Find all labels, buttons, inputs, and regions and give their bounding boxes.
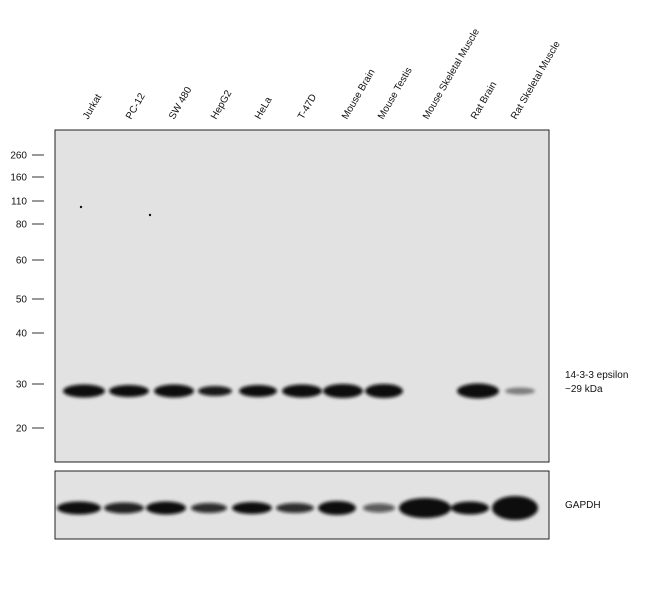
control-band: [232, 502, 272, 514]
marker-label: 30: [16, 380, 28, 391]
band: [239, 385, 277, 397]
band: [154, 384, 194, 398]
marker-label: 260: [10, 151, 27, 162]
band: [323, 384, 363, 398]
speck: [148, 213, 152, 217]
lane-label: HepG2: [209, 88, 235, 121]
target-size: ~29 kDa: [565, 384, 603, 395]
marker-label: 110: [11, 197, 27, 208]
band: [198, 386, 232, 396]
marker-label: 60: [16, 256, 28, 267]
marker-label: 80: [16, 220, 28, 231]
band: [505, 387, 535, 395]
marker-label: 40: [16, 329, 28, 340]
lane-label: Mouse Brain: [340, 67, 378, 121]
marker-label: 160: [10, 173, 27, 184]
main-blot: [54, 129, 550, 463]
marker-label: 20: [16, 424, 28, 435]
band: [282, 384, 322, 398]
control-band: [276, 503, 314, 513]
speck: [79, 205, 83, 209]
band: [365, 384, 403, 398]
control-band: [318, 501, 356, 515]
control-band: [492, 496, 538, 520]
lane-label: Rat Brain: [469, 80, 499, 122]
control-label: GAPDH: [565, 500, 601, 511]
lane-label: SW 480: [167, 85, 195, 122]
target-name: 14-3-3 epsilon: [565, 370, 628, 381]
control-band: [363, 503, 395, 513]
lane-label: Rat Skeletal Muscle: [509, 39, 563, 121]
lane-label: PC-12: [124, 91, 148, 121]
control-band: [191, 503, 227, 513]
band: [109, 385, 149, 397]
control-band: [104, 502, 144, 514]
band: [457, 383, 499, 399]
control-band: [57, 501, 101, 515]
control-band: [146, 501, 186, 515]
lane-label: T-47D: [296, 92, 319, 121]
lane-label: HeLa: [253, 95, 275, 122]
control-band: [451, 501, 489, 515]
lane-label: Mouse Testis: [376, 66, 415, 122]
marker-label: 50: [16, 295, 28, 306]
lane-label: Jurkat: [81, 92, 104, 121]
control-band: [399, 498, 451, 518]
band: [63, 384, 105, 398]
